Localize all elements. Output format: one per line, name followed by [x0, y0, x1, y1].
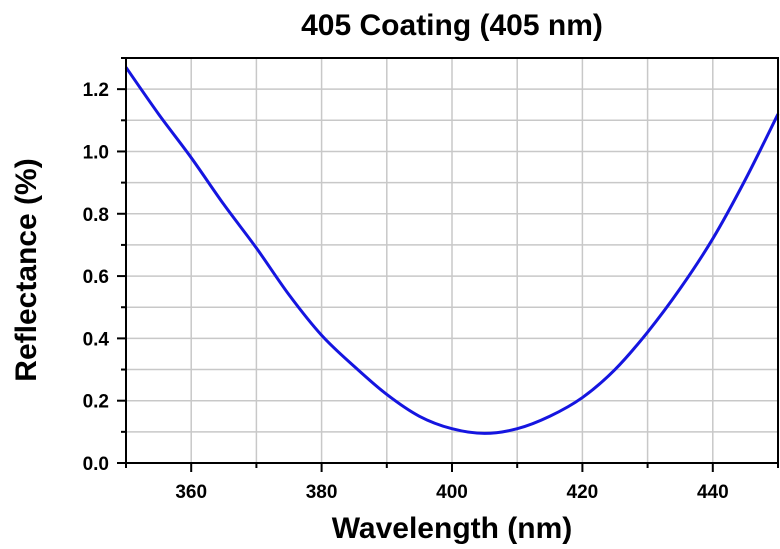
- y-tick-label: 1.0: [83, 142, 109, 163]
- x-tick-label: 380: [306, 482, 338, 503]
- plot-series: [124, 66, 780, 435]
- y-axis-label: Reflectance (%): [10, 158, 43, 381]
- reflectance-series-line: [124, 66, 780, 435]
- chart-title: 405 Coating (405 nm): [301, 9, 603, 42]
- x-axis-label: Wavelength (nm): [332, 512, 573, 545]
- grid: [126, 58, 778, 463]
- x-tick-label: 400: [436, 482, 468, 503]
- y-tick-label: 1.2: [83, 80, 109, 101]
- y-tick-label: 0.2: [83, 392, 109, 413]
- x-axis: 360 380 400 420 440: [125, 463, 779, 503]
- y-tick-label: 0.0: [83, 454, 109, 475]
- y-tick-label: 0.6: [83, 267, 109, 288]
- x-tick-label: 360: [175, 482, 207, 503]
- y-tick-label: 0.8: [83, 205, 109, 226]
- x-tick-label: 440: [697, 482, 729, 503]
- x-tick-label: 420: [567, 482, 599, 503]
- y-axis: 0.0 0.2 0.4 0.6 0.8 1.0 1.2: [83, 57, 126, 475]
- y-tick-label: 0.4: [83, 329, 110, 350]
